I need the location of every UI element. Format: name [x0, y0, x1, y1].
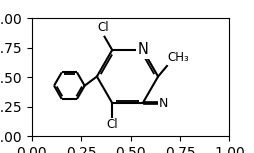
- Text: Cl: Cl: [97, 21, 108, 34]
- Text: N: N: [158, 97, 168, 110]
- Text: CH₃: CH₃: [167, 51, 189, 64]
- Text: Cl: Cl: [106, 118, 118, 131]
- Text: N: N: [137, 43, 148, 58]
